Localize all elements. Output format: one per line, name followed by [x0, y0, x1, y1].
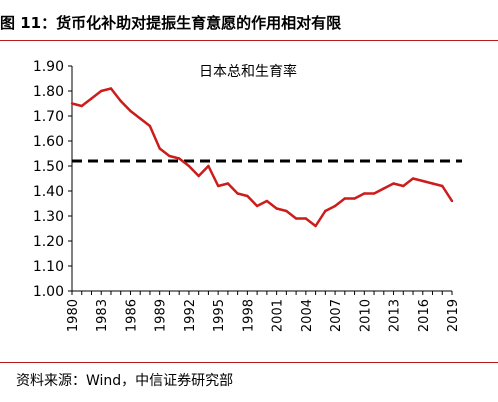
y-tick-label: 1.70	[33, 109, 64, 125]
x-tick-label: 1983	[95, 299, 110, 332]
x-tick-label: 2013	[388, 299, 403, 332]
source-note: 资料来源：Wind，中信证券研究部	[16, 373, 234, 389]
data-point	[246, 194, 249, 198]
data-point	[392, 182, 395, 185]
source-rule	[0, 362, 498, 363]
data-point	[324, 209, 327, 213]
data-points	[70, 87, 454, 228]
data-point	[236, 192, 239, 195]
x-tick-label: 2007	[329, 299, 344, 332]
data-point	[294, 217, 298, 220]
data-point	[168, 154, 171, 158]
data-point	[139, 117, 142, 120]
y-tick-label: 1.20	[33, 234, 64, 250]
x-tick-label: 1989	[154, 299, 169, 332]
y-tick-label: 1.90	[33, 59, 64, 75]
y-tick-label: 1.30	[33, 209, 64, 225]
x-tick-label: 1992	[183, 299, 198, 332]
data-point	[216, 184, 220, 188]
data-point	[119, 99, 122, 103]
data-point	[70, 102, 74, 105]
y-tick-label: 1.60	[33, 134, 64, 150]
data-point	[255, 204, 259, 208]
data-point	[109, 87, 113, 90]
x-tick-label: 1998	[241, 299, 256, 332]
x-tick-label: 2004	[300, 299, 315, 332]
data-point	[187, 164, 191, 168]
x-tick-label: 2001	[271, 299, 286, 332]
data-point	[343, 197, 347, 200]
x-tick-label: 2016	[417, 299, 432, 332]
title-rule	[0, 40, 498, 41]
x-tick-label: 2010	[358, 299, 373, 332]
data-point	[441, 184, 444, 188]
y-tick-label: 1.10	[33, 259, 64, 275]
data-point	[207, 164, 210, 168]
y-tick-label: 1.00	[33, 284, 64, 300]
data-point	[372, 192, 376, 195]
y-tick-label: 1.50	[33, 159, 64, 175]
data-point	[431, 182, 434, 185]
data-point	[363, 192, 366, 195]
data-point	[402, 184, 405, 188]
data-point	[100, 89, 103, 93]
x-tick-label: 1980	[66, 299, 81, 332]
data-point	[148, 124, 152, 128]
y-tick-label: 1.40	[33, 184, 64, 200]
data-point	[450, 199, 454, 203]
data-point	[177, 157, 181, 160]
chart-title: 日本总和生育率	[199, 63, 297, 80]
data-point	[275, 207, 278, 210]
data-point	[90, 97, 93, 100]
data-point	[333, 204, 337, 208]
chart-axes	[68, 65, 453, 295]
data-point	[411, 177, 415, 180]
data-point	[285, 209, 288, 213]
data-point	[80, 104, 83, 108]
figure-title: 图 11：货币化补助对提振生育意愿的作用相对有限	[0, 14, 342, 32]
data-point	[353, 197, 356, 200]
data-point	[129, 109, 132, 113]
x-tick-label: 2019	[446, 299, 461, 332]
data-point	[382, 187, 385, 190]
x-tick-label: 1995	[212, 299, 227, 332]
data-point	[226, 182, 230, 185]
data-point	[421, 179, 424, 183]
tick-labels: 1.00 1.10 1.20 1.30 1.40 1.50 1.60 1.70 1.80 1.90…	[33, 59, 461, 332]
y-tick-label: 1.80	[33, 84, 64, 100]
data-point	[314, 224, 317, 228]
data-point	[158, 147, 161, 150]
data-point	[197, 174, 200, 178]
x-tick-label: 1986	[124, 299, 139, 332]
series-line-total-fertility-rate	[71, 87, 454, 228]
data-point	[304, 217, 308, 220]
data-point	[265, 199, 269, 203]
